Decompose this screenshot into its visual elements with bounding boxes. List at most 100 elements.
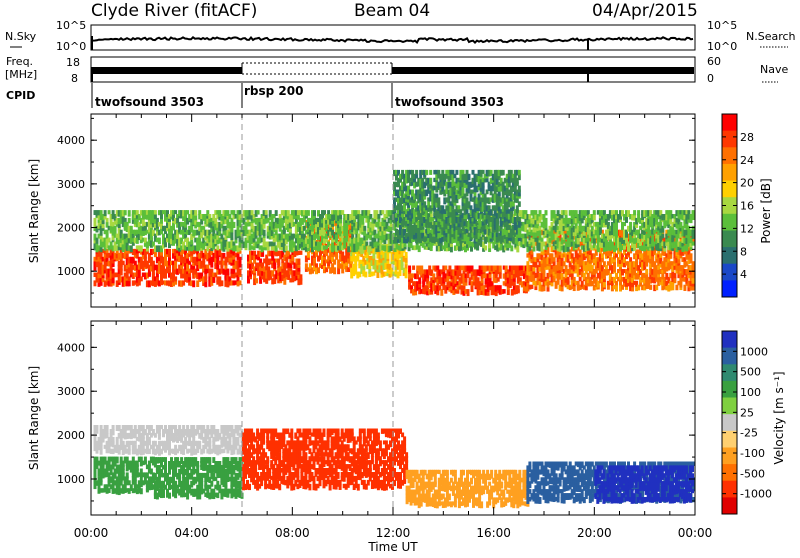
cpid-segment-2: rbsp 200 <box>244 84 303 98</box>
data-cell <box>220 280 223 286</box>
nsearch-tick-low: 10^0 <box>707 40 737 53</box>
nave-label: Nave <box>760 63 788 76</box>
data-cell <box>124 210 127 215</box>
data-cell <box>437 197 440 203</box>
data-cell <box>462 170 465 174</box>
data-cell <box>140 276 143 281</box>
nsky-tick-low: 10^0 <box>56 40 86 53</box>
data-cell <box>128 280 131 286</box>
data-cell <box>104 210 107 216</box>
nsearch-tick-high: 10^5 <box>707 19 737 32</box>
data-cell <box>94 218 97 224</box>
data-cell <box>530 285 533 289</box>
data-cell <box>226 269 229 276</box>
data-cell <box>467 289 470 296</box>
data-cell <box>232 222 235 228</box>
data-cell <box>623 245 626 249</box>
data-cell <box>271 218 274 222</box>
date-title: 04/Apr/2015 <box>592 1 698 21</box>
data-cell <box>230 234 233 241</box>
data-cell <box>429 178 432 184</box>
data-cell <box>255 278 258 283</box>
data-cell <box>645 269 648 274</box>
freq-trace-segment-1 <box>92 67 242 74</box>
freq-tick-low: 8 <box>71 72 78 85</box>
data-cell <box>613 261 616 268</box>
data-cell <box>418 245 421 252</box>
data-cell <box>607 285 610 290</box>
data-cell <box>553 210 556 214</box>
data-cell <box>381 210 384 214</box>
data-cell <box>629 222 632 229</box>
data-cell <box>122 261 125 265</box>
data-cell <box>275 210 278 216</box>
data-cell <box>192 280 195 287</box>
data-cell <box>671 285 674 291</box>
data-cell <box>532 242 535 247</box>
data-cell <box>327 210 330 214</box>
data-cell <box>517 285 520 292</box>
data-cell <box>539 230 542 236</box>
data-cell <box>605 265 608 269</box>
data-cell <box>553 257 556 261</box>
data-cell <box>174 276 177 281</box>
data-cell <box>364 272 367 278</box>
nsearch-label: N.Search <box>746 30 796 43</box>
data-cell <box>299 274 302 280</box>
data-cell <box>317 267 320 273</box>
data-cell <box>174 261 177 268</box>
cpid-label: CPID <box>6 89 35 102</box>
data-cell <box>425 170 428 175</box>
data-cell <box>343 242 346 249</box>
data-cell <box>633 210 636 215</box>
data-cell <box>692 242 695 246</box>
data-cell <box>168 249 171 255</box>
data-cell <box>649 285 652 290</box>
data-cell <box>108 210 111 214</box>
data-cell <box>124 218 127 222</box>
data-cell <box>440 289 443 296</box>
data-cell <box>615 281 618 286</box>
freq-trace-segment-3 <box>392 67 694 74</box>
data-cell <box>357 210 360 214</box>
data-cell <box>593 210 596 215</box>
data-cell <box>390 245 393 251</box>
data-cell <box>154 210 157 214</box>
data-cell <box>637 210 640 215</box>
data-cell <box>405 264 408 269</box>
data-cell <box>239 269 242 276</box>
data-cell <box>408 266 411 273</box>
data-cell <box>465 277 468 282</box>
data-cell <box>412 266 415 270</box>
nave-tick-high: 60 <box>707 55 721 68</box>
data-cell <box>313 210 316 216</box>
data-cell <box>263 230 266 236</box>
data-cell <box>285 245 288 251</box>
nave-tick-low: 0 <box>707 72 714 85</box>
data-cell <box>629 257 632 261</box>
data-cell <box>333 259 336 264</box>
data-cell <box>615 285 618 292</box>
nsky-label: N.Sky <box>5 30 37 43</box>
freq-label-line2: [MHz] <box>5 68 37 81</box>
data-cell <box>499 273 502 278</box>
data-cell <box>186 210 189 214</box>
freq-tick-high: 18 <box>66 56 80 69</box>
cpid-segment-3: twofsound 3503 <box>395 95 504 109</box>
data-cell <box>516 245 519 252</box>
data-cell <box>210 269 213 273</box>
data-cell <box>499 266 502 273</box>
data-cell <box>484 245 487 250</box>
data-cell <box>579 277 582 281</box>
data-cell <box>299 251 302 255</box>
data-cell <box>315 263 318 267</box>
data-cell <box>218 276 221 281</box>
data-cell <box>277 259 280 266</box>
data-cell <box>140 245 143 251</box>
data-cell <box>194 210 197 216</box>
nsky-tick-high: 10^5 <box>56 19 86 32</box>
data-cell <box>510 245 513 251</box>
data-cell <box>436 266 439 270</box>
data-cell <box>168 269 171 273</box>
